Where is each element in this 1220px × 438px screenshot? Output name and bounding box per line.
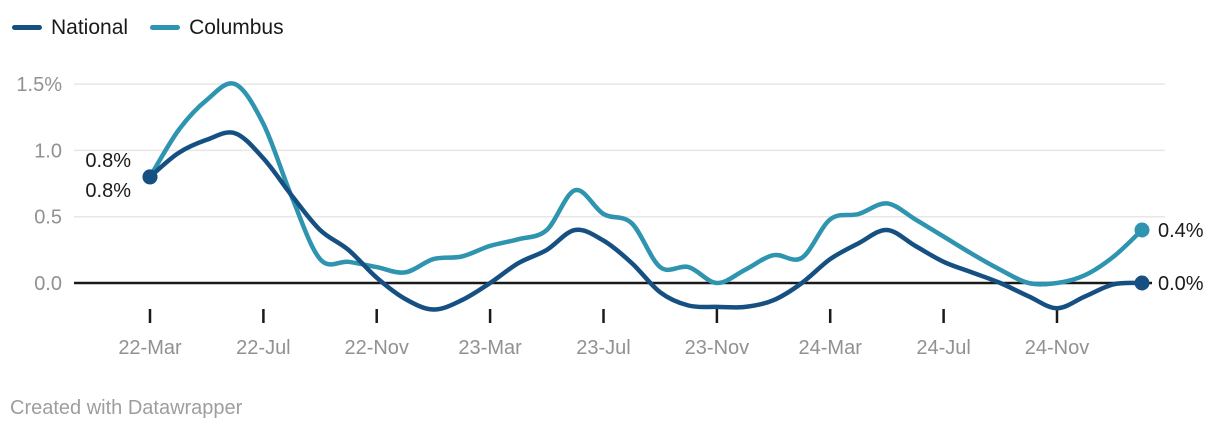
x-axis-tick-label: 23-Nov <box>685 337 749 359</box>
legend-item-columbus: Columbus <box>150 17 284 38</box>
series-start-dot-national <box>142 169 158 185</box>
y-axis-tick-label: 0.5 <box>34 207 62 229</box>
legend-label-national: National <box>51 16 129 39</box>
x-axis-tick-label: 24-Nov <box>1025 337 1089 359</box>
x-axis-tick-label: 22-Nov <box>344 337 408 359</box>
y-axis-tick-label: 0.0 <box>34 273 62 295</box>
x-axis-tick-label: 24-Jul <box>916 337 970 359</box>
start-value-label-columbus: 0.8% <box>85 150 131 172</box>
end-value-label-columbus: 0.4% <box>1158 220 1204 242</box>
end-value-label-national: 0.0% <box>1158 273 1204 295</box>
start-value-label-national: 0.8% <box>85 180 131 202</box>
y-axis-tick-label: 1.5% <box>16 74 62 96</box>
series-end-dot-columbus <box>1134 222 1150 238</box>
legend: National Columbus <box>12 17 284 38</box>
legend-swatch-columbus-icon <box>150 25 181 30</box>
x-axis-tick-label: 22-Mar <box>118 337 182 359</box>
series-line-national <box>147 130 1145 312</box>
legend-swatch-national-icon <box>12 25 42 30</box>
attribution: Created with Datawrapper <box>10 397 243 419</box>
y-axis-tick-label: 1.0 <box>34 140 62 162</box>
series-end-dot-national <box>1134 275 1150 291</box>
x-axis-tick-label: 22-Jul <box>236 337 290 359</box>
x-axis-tick-label: 23-Jul <box>576 337 630 359</box>
legend-label-columbus: Columbus <box>189 16 284 39</box>
legend-item-national: National <box>12 17 128 38</box>
series-line-columbus <box>147 81 1145 287</box>
x-axis-tick-label: 24-Mar <box>799 337 863 359</box>
x-axis-tick-label: 23-Mar <box>458 337 522 359</box>
